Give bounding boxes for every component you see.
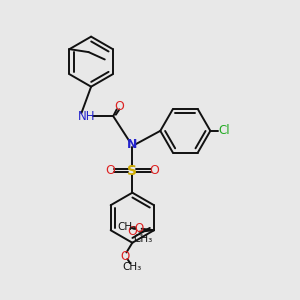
Text: CH₃: CH₃ — [123, 262, 142, 272]
Text: O: O — [127, 225, 137, 238]
Text: NH: NH — [78, 110, 95, 123]
Text: O: O — [105, 164, 115, 177]
Text: O: O — [120, 250, 130, 262]
Text: O: O — [149, 164, 159, 177]
Text: Cl: Cl — [219, 124, 230, 137]
Text: CH₃: CH₃ — [117, 222, 136, 232]
Text: O: O — [134, 222, 143, 235]
Text: CH₃: CH₃ — [134, 234, 153, 244]
Text: O: O — [114, 100, 124, 113]
Text: N: N — [127, 138, 137, 151]
Text: S: S — [127, 164, 137, 178]
